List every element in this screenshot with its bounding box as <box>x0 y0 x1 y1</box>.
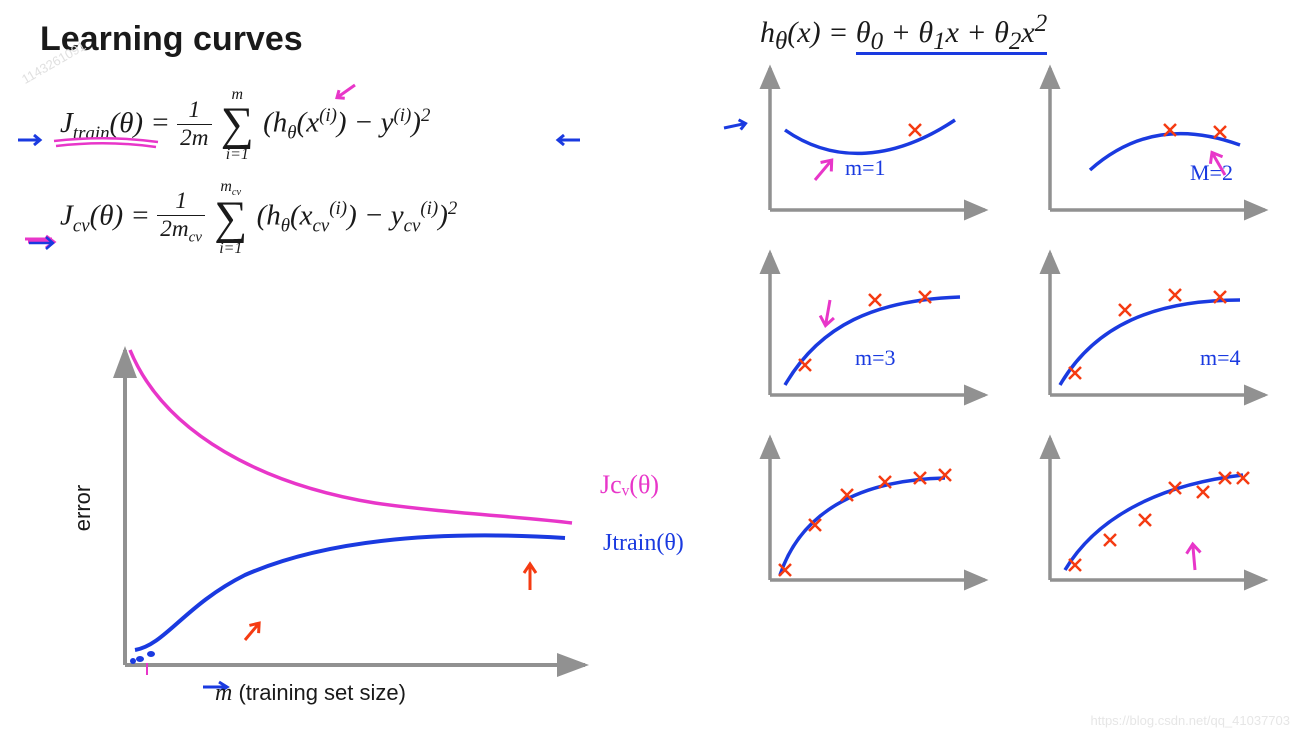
small-panel-3: m=3 <box>745 245 1005 420</box>
watermark-bottomright: https://blog.csdn.net/qq_41037703 <box>1091 713 1291 728</box>
small-panel-2: M=2 <box>1025 60 1285 235</box>
ylabel: error <box>70 485 96 531</box>
jcv-curve <box>130 350 572 523</box>
small-panel-5 <box>745 430 1005 605</box>
svg-text:m=4: m=4 <box>1200 345 1241 370</box>
svg-text:M=2: M=2 <box>1190 160 1233 185</box>
jtrain-curve <box>135 535 565 650</box>
small-panel-1: m=1 <box>745 60 1005 235</box>
learning-curve-chart: error Jcᵥ(θ) Jtrain(θ) m (training set s… <box>95 345 585 705</box>
svg-text:m=3: m=3 <box>855 345 896 370</box>
small-panel-6 <box>1025 430 1285 605</box>
xlabel: m (training set size) <box>215 680 406 707</box>
learning-curve-svg <box>95 345 710 690</box>
svg-text:m=1: m=1 <box>845 155 886 180</box>
small-panels-grid: m=1 M=2 m=3 m=4 <box>745 60 1285 605</box>
small-panel-4: m=4 <box>1025 245 1285 420</box>
jcv-label: Jcᵥ(θ) <box>600 470 659 500</box>
jtrain-label: Jtrain(θ) <box>603 530 684 557</box>
